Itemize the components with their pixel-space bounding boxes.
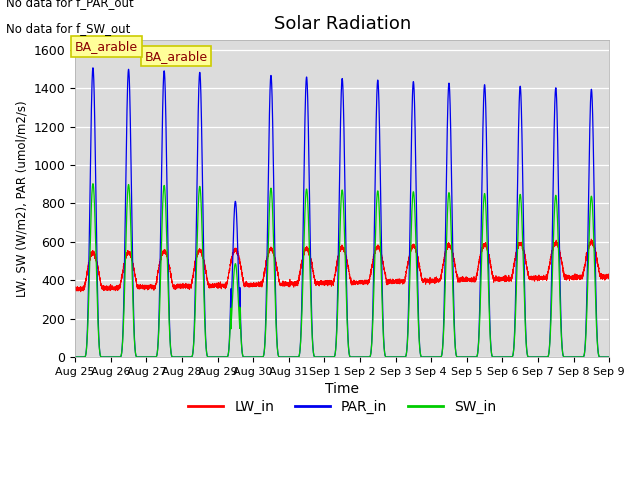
PAR_in (253, 354, 260, 360)
SW_in (71, 354, 79, 360)
Line: SW_in: SW_in (75, 184, 609, 357)
LW_in (583, 253, 591, 259)
LW_in (71, 286, 79, 291)
SW_in (461, 354, 469, 360)
Line: LW_in: LW_in (75, 239, 609, 292)
LW_in (253, 282, 260, 288)
LW_in (588, 236, 595, 242)
LW_in (605, 275, 613, 281)
Text: No data for f_SW_out: No data for f_SW_out (6, 22, 131, 36)
PAR_in (605, 354, 613, 360)
Legend: LW_in, PAR_in, SW_in: LW_in, PAR_in, SW_in (183, 395, 501, 420)
LW_in (324, 280, 332, 286)
LW_in (77, 289, 84, 295)
SW_in (477, 289, 484, 295)
Text: BA_arable: BA_arable (75, 40, 138, 53)
PAR_in (324, 354, 332, 360)
Line: PAR_in: PAR_in (75, 68, 609, 357)
PAR_in (89, 65, 97, 71)
Text: BA_arable: BA_arable (145, 50, 208, 63)
Y-axis label: LW, SW (W/m2), PAR (umol/m2/s): LW, SW (W/m2), PAR (umol/m2/s) (15, 100, 28, 297)
PAR_in (583, 294, 591, 300)
LW_in (461, 276, 469, 282)
SW_in (577, 354, 584, 360)
PAR_in (461, 354, 469, 360)
Title: Solar Radiation: Solar Radiation (273, 15, 411, 33)
SW_in (253, 354, 260, 360)
Text: No data for f_PAR_out: No data for f_PAR_out (6, 0, 134, 9)
PAR_in (477, 260, 484, 266)
LW_in (577, 275, 584, 280)
PAR_in (71, 354, 79, 360)
PAR_in (577, 354, 584, 360)
SW_in (324, 354, 332, 360)
SW_in (583, 311, 591, 316)
LW_in (477, 251, 484, 257)
SW_in (89, 181, 97, 187)
SW_in (605, 354, 613, 360)
X-axis label: Time: Time (325, 382, 359, 396)
